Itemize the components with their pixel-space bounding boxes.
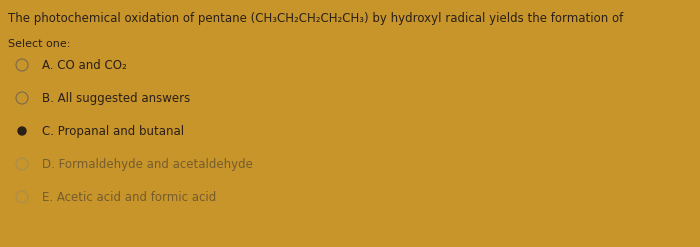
Text: D. Formaldehyde and acetaldehyde: D. Formaldehyde and acetaldehyde — [42, 158, 253, 171]
Text: Select one:: Select one: — [8, 39, 71, 49]
Text: A. CO and CO₂: A. CO and CO₂ — [42, 59, 127, 72]
Text: The photochemical oxidation of pentane (CH₃CH₂CH₂CH₂CH₃) by hydroxyl radical yie: The photochemical oxidation of pentane (… — [8, 12, 623, 25]
Text: C. Propanal and butanal: C. Propanal and butanal — [42, 125, 184, 138]
Circle shape — [18, 127, 26, 135]
Text: B. All suggested answers: B. All suggested answers — [42, 92, 190, 105]
Text: E. Acetic acid and formic acid: E. Acetic acid and formic acid — [42, 191, 216, 204]
